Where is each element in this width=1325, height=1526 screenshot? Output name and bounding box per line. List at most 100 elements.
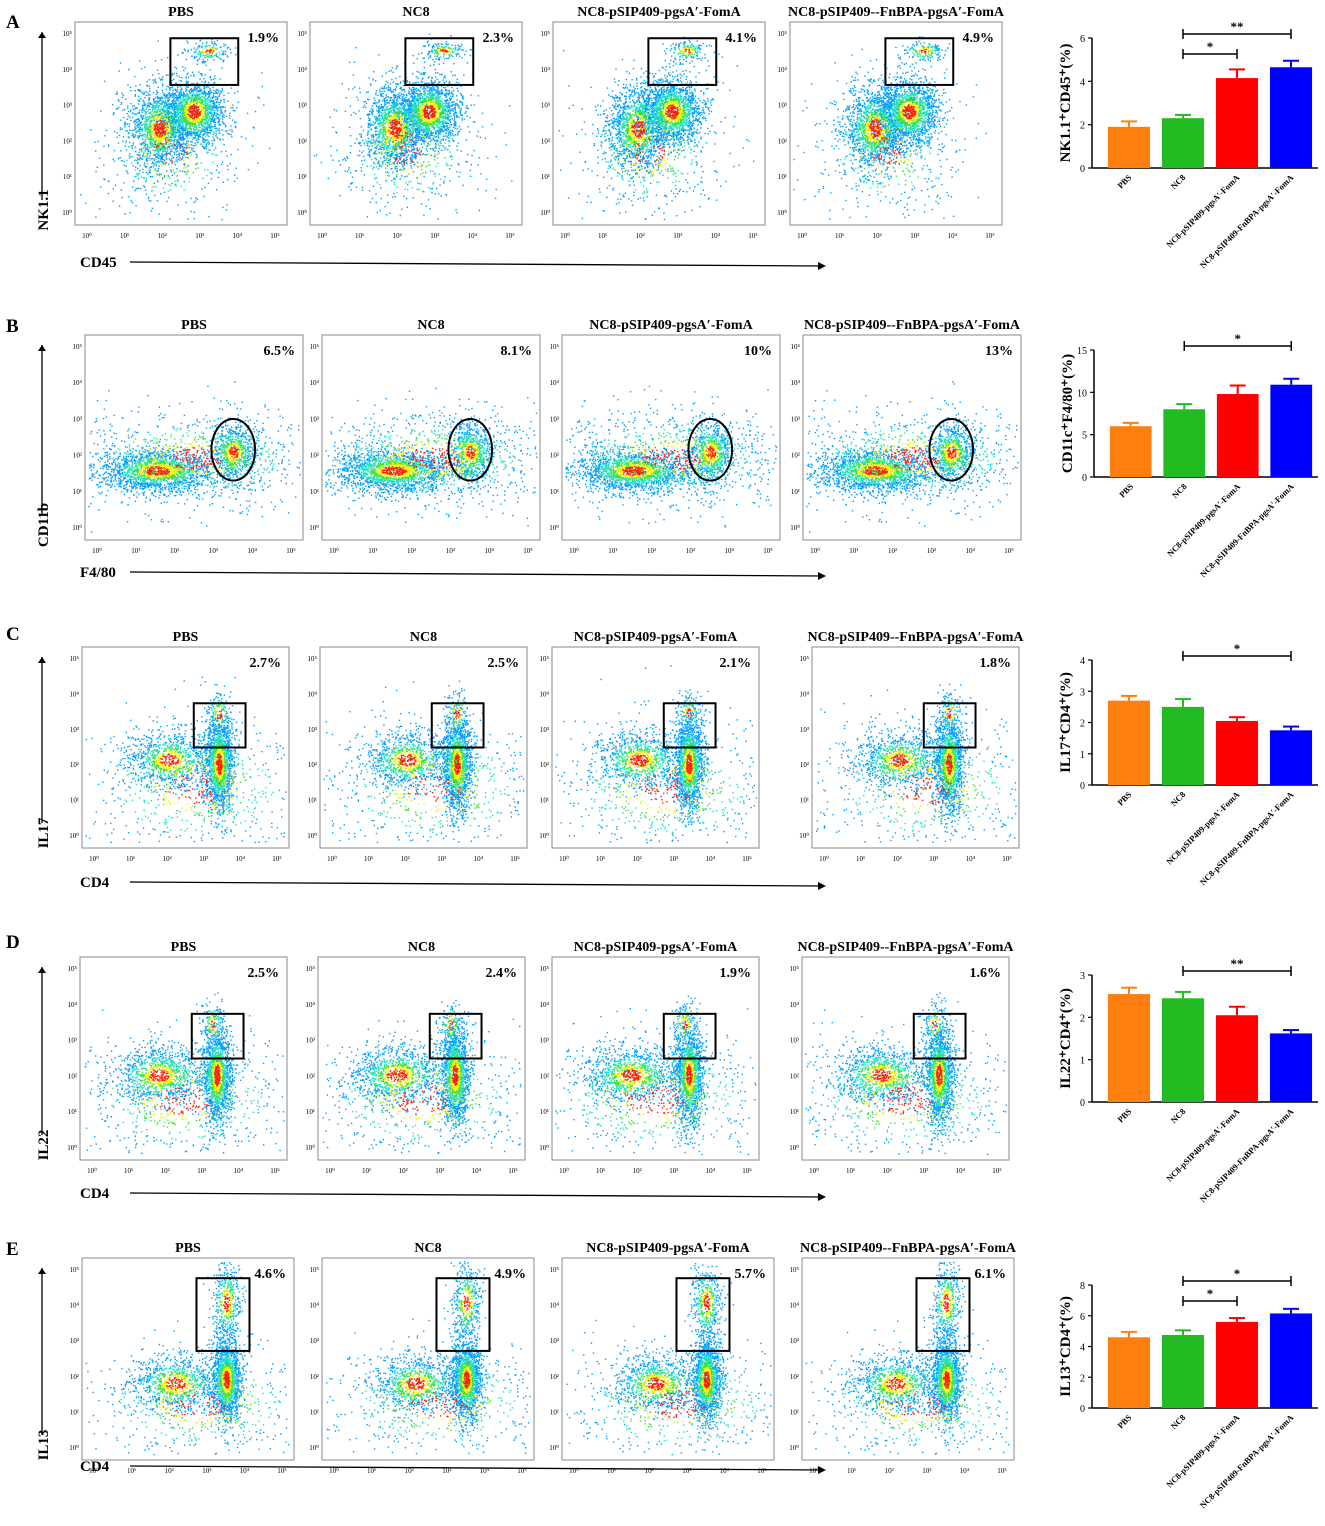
group-title: NC8 bbox=[402, 5, 429, 20]
x-axis-label: CD4 bbox=[80, 1186, 110, 1202]
bar-y-axis-label: IL22⁺CD4⁺(%) bbox=[1058, 988, 1074, 1089]
x-tick-label: 10³ bbox=[669, 855, 678, 863]
y-tick-label: 10¹ bbox=[550, 488, 559, 496]
x-tick-label: 10⁰ bbox=[329, 1467, 339, 1475]
x-tick-label: 10⁴ bbox=[706, 1167, 716, 1175]
x-tick-label: 10⁵ bbox=[757, 1467, 767, 1475]
group-title: NC8-pSIP409--FnBPA-pgsA′-FomA bbox=[807, 630, 1024, 645]
x-tick-label: 10² bbox=[407, 547, 416, 555]
y-tick-label: 10⁵ bbox=[63, 30, 73, 38]
x-tick-label: 10⁵ bbox=[505, 232, 515, 240]
y-tick-label: 10⁴ bbox=[63, 66, 73, 74]
y-arrow-head bbox=[38, 967, 46, 973]
y-tick-label: 10³ bbox=[790, 1037, 799, 1045]
x-tick-label: 10⁵ bbox=[742, 1167, 752, 1175]
y-tick-label: 10⁰ bbox=[549, 524, 559, 532]
y-tick-label: 10³ bbox=[70, 1337, 79, 1345]
y-tick-label: 10⁵ bbox=[791, 343, 801, 351]
y-tick-label: 10² bbox=[298, 137, 307, 145]
y-tick-label: 10¹ bbox=[800, 797, 809, 805]
x-tick-label: 10⁵ bbox=[277, 1467, 287, 1475]
bar bbox=[1216, 78, 1258, 168]
x-tick-label: 10⁴ bbox=[966, 855, 976, 863]
panel-letter: C bbox=[6, 624, 20, 645]
y-tick-label: 10⁰ bbox=[777, 209, 787, 217]
x-tick-label: 10⁰ bbox=[317, 232, 327, 240]
x-tick-label: 10⁴ bbox=[711, 232, 721, 240]
gate-percent: 10% bbox=[744, 344, 772, 359]
bar bbox=[1163, 409, 1205, 477]
y-tick-label: 10¹ bbox=[550, 1408, 559, 1416]
y-tick-label: 10³ bbox=[310, 1337, 319, 1345]
y-tick-label: 10⁴ bbox=[550, 1302, 560, 1310]
group-title: NC8-pSIP409--FnBPA-pgsA′-FomA bbox=[788, 5, 1005, 20]
significance-label: ** bbox=[1231, 19, 1244, 34]
x-tick-label: 10⁴ bbox=[960, 1467, 970, 1475]
y-tick-label: 10¹ bbox=[70, 797, 79, 805]
bar-y-tick-label: 3 bbox=[1080, 971, 1085, 982]
gate-percent: 6.5% bbox=[264, 344, 296, 359]
x-tick-label: 10⁰ bbox=[819, 855, 829, 863]
x-tick-label: 10⁴ bbox=[233, 232, 243, 240]
x-tick-label: 10¹ bbox=[367, 1467, 376, 1475]
gate-percent: 13% bbox=[985, 344, 1013, 359]
panel-letter: A bbox=[6, 12, 20, 33]
gate-percent: 1.9% bbox=[248, 31, 280, 46]
x-arrow-head bbox=[818, 262, 826, 270]
bar bbox=[1270, 730, 1312, 785]
y-tick-label: 10⁴ bbox=[70, 1302, 80, 1310]
group-title: NC8-pSIP409--FnBPA-pgsA′-FomA bbox=[800, 1241, 1017, 1256]
x-tick-label: 10¹ bbox=[596, 855, 605, 863]
x-axis-label: CD4 bbox=[80, 1459, 110, 1475]
bar-y-tick-label: 8 bbox=[1080, 1281, 1085, 1292]
x-tick-label: 10⁴ bbox=[484, 547, 494, 555]
y-tick-label: 10² bbox=[306, 1072, 315, 1080]
x-tick-label: 10⁰ bbox=[325, 1167, 335, 1175]
x-tick-label: 10³ bbox=[195, 232, 204, 240]
panel-e: E PBS4.6%10⁰10⁰10¹10¹10²10²10³10³10⁴10⁴10… bbox=[6, 1239, 1017, 1475]
y-tick-label: 10² bbox=[790, 1373, 799, 1381]
y-arrow-head bbox=[38, 32, 46, 38]
y-tick-label: 10¹ bbox=[790, 1108, 799, 1116]
panel-letter: E bbox=[6, 1239, 19, 1260]
flow-plot: NC84.9%10⁰10⁰10¹10¹10²10²10³10³10⁴10⁴10⁵… bbox=[309, 1241, 534, 1475]
bar bbox=[1270, 385, 1312, 477]
flow-plot: NC82.5%10⁰10⁰10¹10¹10²10²10³10³10⁴10⁴10⁵… bbox=[307, 630, 527, 863]
x-tick-label: 10³ bbox=[927, 547, 936, 555]
flow-plot: NC8-pSIP409-pgsA′-FomA4.1%10⁰10⁰10¹10¹10… bbox=[540, 5, 765, 240]
y-tick-label: 10⁵ bbox=[540, 655, 550, 663]
flow-plot: NC82.4%10⁰10⁰10¹10¹10²10²10³10³10⁴10⁴10⁵… bbox=[305, 940, 525, 1175]
y-axis-label: NK1.1 bbox=[36, 189, 52, 230]
x-tick-label: 10⁰ bbox=[560, 232, 570, 240]
y-tick-label: 10⁵ bbox=[298, 30, 308, 38]
y-tick-label: 10⁴ bbox=[68, 1001, 78, 1009]
y-tick-label: 10⁴ bbox=[540, 1001, 550, 1009]
y-tick-label: 10³ bbox=[68, 1037, 77, 1045]
x-tick-label: 10³ bbox=[919, 1167, 928, 1175]
y-tick-label: 10³ bbox=[298, 102, 307, 110]
bar bbox=[1162, 118, 1204, 168]
group-title: NC8-pSIP409--FnBPA-pgsA′-FomA bbox=[804, 318, 1021, 333]
x-tick-label: 10² bbox=[393, 232, 402, 240]
x-arrow-head bbox=[818, 1466, 826, 1474]
bar-y-tick-label: 2 bbox=[1080, 719, 1085, 730]
bar-y-tick-label: 4 bbox=[1080, 656, 1085, 667]
y-tick-label: 10¹ bbox=[541, 173, 550, 181]
x-tick-label: 10³ bbox=[682, 1467, 691, 1475]
x-tick-label: 10⁰ bbox=[569, 547, 579, 555]
y-tick-label: 10¹ bbox=[68, 1108, 77, 1116]
bar bbox=[1108, 994, 1150, 1102]
y-tick-label: 10³ bbox=[63, 102, 72, 110]
y-tick-label: 10⁰ bbox=[62, 209, 72, 217]
gate-percent: 4.6% bbox=[255, 1267, 287, 1282]
bar-category-label: NC8-pSIP409-FnBPA-pgsA′-FomA bbox=[1198, 1412, 1296, 1510]
bar bbox=[1108, 701, 1150, 785]
y-axis-label: IL22 bbox=[36, 1130, 52, 1161]
gate-percent: 2.7% bbox=[250, 656, 282, 671]
y-tick-label: 10¹ bbox=[308, 797, 317, 805]
flow-plot: NC82.3%10⁰10⁰10¹10¹10²10²10³10³10⁴10⁴10⁵… bbox=[297, 5, 522, 240]
y-tick-label: 10⁵ bbox=[68, 965, 78, 973]
y-tick-label: 10⁵ bbox=[541, 30, 551, 38]
